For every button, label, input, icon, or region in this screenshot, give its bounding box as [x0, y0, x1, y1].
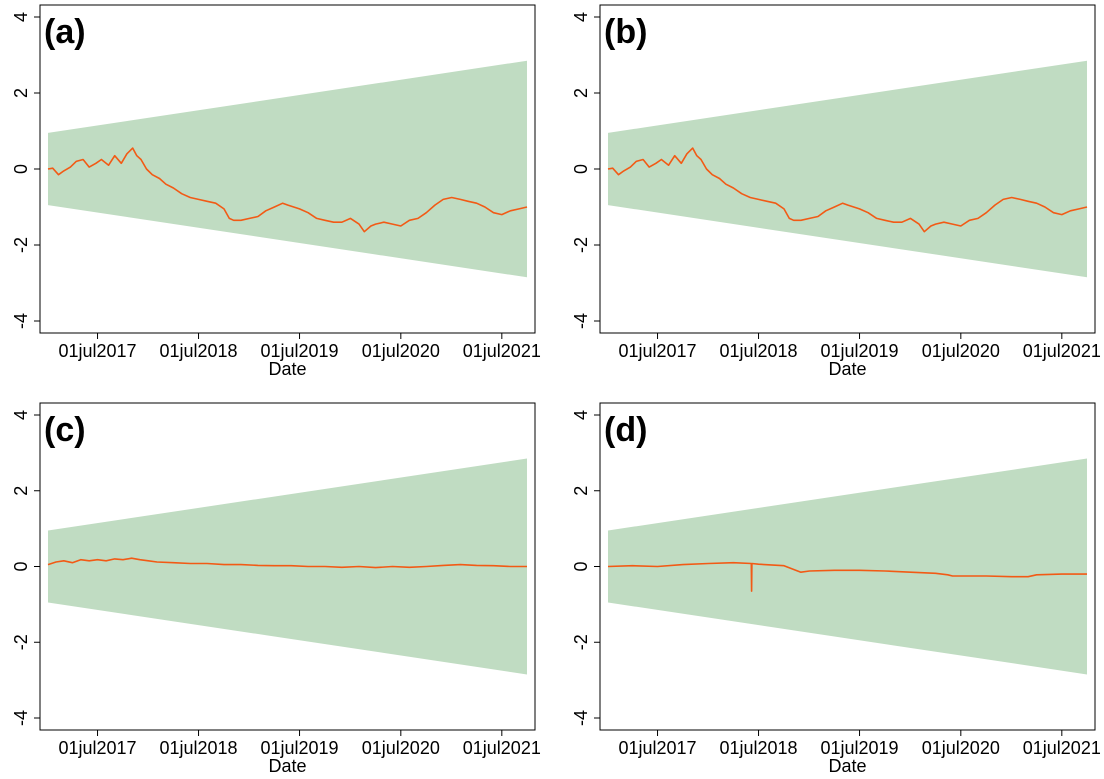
chart-panel: -4 -2 0 2 4 01jul2017 01jul2018 01jul2019 01jul2…: [11, 402, 541, 776]
y-tick-label: 2: [11, 486, 31, 496]
y-tick-label: 0: [11, 561, 31, 571]
x-tick-label: 01jul2017: [58, 738, 136, 758]
x-tick-label: 01jul2018: [719, 341, 797, 361]
chart-panel: -4 -2 0 2 4 01jul2017 01jul2018 01jul2019 01jul2…: [571, 402, 1101, 776]
x-tick-label: 01jul2019: [820, 341, 898, 361]
x-tick-label: 01jul2017: [618, 341, 696, 361]
y-tick-label: -4: [571, 313, 591, 329]
series-line: [47, 557, 527, 569]
y-tick-label: -4: [11, 313, 31, 329]
x-tick-label: 01jul2021: [1023, 341, 1101, 361]
y-tick-label: -2: [11, 634, 31, 650]
x-tick-label: 01jul2018: [159, 738, 237, 758]
x-tick-label: 01jul2020: [922, 341, 1000, 361]
y-tick-label: 2: [571, 88, 591, 98]
x-axis-title: Date: [828, 756, 866, 776]
confidence-band: [608, 458, 1087, 675]
y-tick-label: 4: [11, 410, 31, 420]
x-tick-label: 01jul2017: [58, 341, 136, 361]
x-tick-label: 01jul2021: [463, 738, 541, 758]
chart-panel: -4 -2 0 2 4 01jul2017 01jul2018 01jul2019 01jul2…: [571, 4, 1101, 379]
y-tick-label: 0: [571, 561, 591, 571]
y-tick-label: 2: [571, 486, 591, 496]
series-line: [607, 147, 1088, 233]
panel-label: (d): [604, 411, 647, 449]
x-tick-label: 01jul2018: [719, 738, 797, 758]
x-tick-label: 01jul2018: [159, 341, 237, 361]
x-tick-label: 01jul2020: [922, 738, 1000, 758]
y-tick-label: -4: [571, 710, 591, 726]
y-tick-label: 4: [11, 12, 31, 22]
x-tick-label: 01jul2019: [260, 738, 338, 758]
y-tick-label: 2: [11, 88, 31, 98]
x-tick-label: 01jul2019: [260, 341, 338, 361]
panel-label: (b): [604, 13, 647, 51]
chart-panel: -4 -2 0 2 4 01jul2017 01jul2018 01jul2019 01jul2…: [11, 4, 541, 379]
x-axis-title: Date: [268, 756, 306, 776]
x-tick-label: 01jul2017: [618, 738, 696, 758]
y-tick-label: -4: [11, 710, 31, 726]
y-tick-label: 4: [571, 12, 591, 22]
x-tick-label: 01jul2020: [362, 738, 440, 758]
y-tick-label: 0: [571, 164, 591, 174]
confidence-band: [608, 60, 1087, 278]
x-axis-title: Date: [828, 359, 866, 379]
x-tick-label: 01jul2019: [820, 738, 898, 758]
confidence-band: [48, 60, 527, 278]
y-tick-label: -2: [571, 237, 591, 253]
y-tick-label: 0: [11, 164, 31, 174]
x-tick-label: 01jul2021: [463, 341, 541, 361]
x-axis-title: Date: [268, 359, 306, 379]
confidence-band: [48, 458, 527, 675]
series-line: [47, 147, 528, 233]
y-tick-label: 4: [571, 410, 591, 420]
y-tick-label: -2: [11, 237, 31, 253]
panel-label: (c): [44, 411, 86, 449]
series-line: [607, 561, 1087, 592]
x-tick-label: 01jul2021: [1023, 738, 1101, 758]
y-tick-label: -2: [571, 634, 591, 650]
panel-label: (a): [44, 13, 86, 51]
x-tick-label: 01jul2020: [362, 341, 440, 361]
